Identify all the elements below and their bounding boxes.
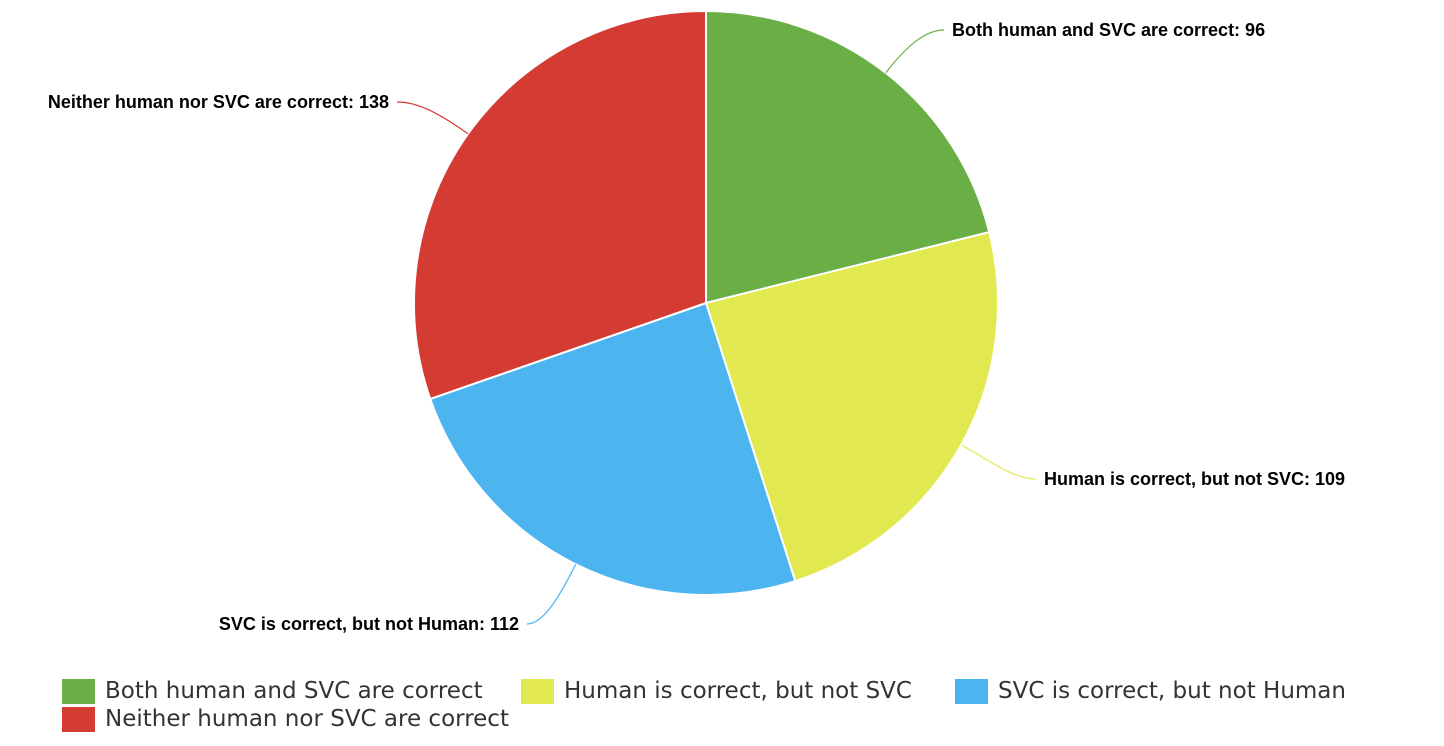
data-label: Both human and SVC are correct: 96 xyxy=(952,20,1265,40)
leader-line xyxy=(396,101,469,135)
legend-item[interactable]: Neither human nor SVC are correct xyxy=(62,706,509,732)
data-labels: Both human and SVC are correct: 96 Human … xyxy=(48,20,1345,634)
pie-chart: Both human and SVC are correct: 96 Human … xyxy=(48,9,1345,634)
leader-line xyxy=(885,29,945,74)
pie-slice[interactable] xyxy=(704,230,999,583)
leader-line xyxy=(960,444,1037,480)
pie-slice[interactable] xyxy=(412,9,707,401)
legend-label: Neither human nor SVC are correct xyxy=(105,706,509,732)
legend-item[interactable]: Both human and SVC are correct xyxy=(62,678,483,704)
legend-swatch xyxy=(62,706,95,732)
leader-line xyxy=(526,564,577,625)
legend-label: SVC is correct, but not Human xyxy=(998,678,1346,704)
leader-lines xyxy=(396,29,1037,625)
legend-swatch xyxy=(62,678,95,704)
legend-label: Human is correct, but not SVC xyxy=(564,678,912,704)
data-label: Human is correct, but not SVC: 109 xyxy=(1044,469,1345,489)
legend-swatch xyxy=(955,678,988,704)
legend-swatch xyxy=(521,678,554,704)
data-label: Neither human nor SVC are correct: 138 xyxy=(48,92,389,112)
pie-slices xyxy=(412,9,999,596)
legend-item[interactable]: SVC is correct, but not Human xyxy=(955,678,1346,704)
legend-label: Both human and SVC are correct xyxy=(105,678,483,704)
data-label: SVC is correct, but not Human: 112 xyxy=(219,614,519,634)
legend-item[interactable]: Human is correct, but not SVC xyxy=(521,678,912,704)
